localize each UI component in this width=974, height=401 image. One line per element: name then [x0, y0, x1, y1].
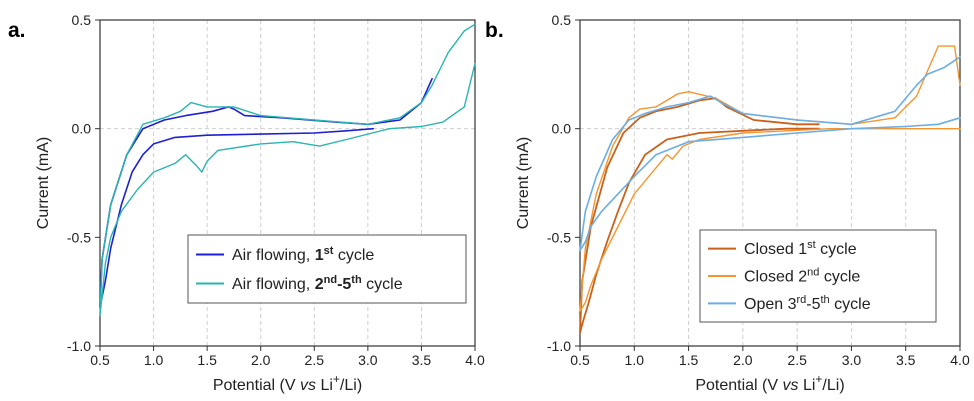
plot-frame [99, 19, 476, 347]
legend-text: cycle [816, 241, 857, 258]
x-axis-label-part: + [815, 372, 822, 386]
legend-text: rd [796, 294, 806, 306]
legend-text: cycle [830, 296, 871, 313]
y-axis-label: Current (mA) [515, 137, 532, 229]
chart-panel-1: 0.5 1.0 1.5 2.0 2.5 3.0 3.5 4.0 -1.0 -0.5 0.0 0.5 Po… [8, 12, 485, 394]
x-axis-label-part: Li [799, 377, 816, 394]
legend-entry: Air flowing, 2nd-5th cycle [232, 274, 403, 293]
legend-text: st [807, 239, 816, 251]
x-tick-label: 3.0 [842, 352, 862, 368]
x-tick-label: 2.0 [251, 352, 271, 368]
y-tick-label: -0.5 [547, 229, 571, 245]
legend-text: -5 [806, 296, 820, 313]
legend-text: th [821, 294, 830, 306]
x-tick-label: 3.5 [412, 352, 432, 368]
x-tick-label: 1.5 [197, 352, 217, 368]
legend-text: 2 [315, 276, 324, 293]
x-tick-label: 1.0 [144, 352, 164, 368]
panel-label: a. [8, 19, 26, 42]
x-tick-label: 3.0 [358, 352, 378, 368]
x-tick-label: 1.5 [679, 352, 699, 368]
x-axis-label-part: + [333, 372, 340, 386]
legend-text: Closed 1 [744, 241, 807, 258]
legend-box [699, 229, 937, 323]
x-axis-label-part: Li [316, 377, 333, 394]
x-axis-label-part: Potential (V [695, 377, 782, 394]
x-tick-label: 2.5 [787, 352, 807, 368]
x-tick-label: 0.5 [90, 352, 110, 368]
panel-label: b. [485, 19, 504, 42]
x-axis-label-part: /Li) [822, 377, 844, 394]
series-line-2 [99, 23, 476, 317]
y-tick-label: 0.0 [552, 121, 572, 137]
y-tick-label: 0.0 [72, 121, 92, 137]
y-tick-label: -1.0 [547, 338, 571, 354]
x-axis-label: Potential (V vs Li+/Li) [695, 372, 844, 394]
x-axis-label-part: vs [783, 377, 799, 394]
legend-entry: Open 3rd-5th cycle [744, 294, 871, 313]
legend-text: Air flowing, [232, 276, 315, 293]
legend-box [187, 234, 467, 304]
legend-text: th [351, 274, 362, 286]
plot-frame [579, 19, 961, 347]
legend-text: st [324, 245, 334, 257]
chart-panel-2: 0.5 1.0 1.5 2.0 2.5 3.0 3.5 4.0 -1.0 -0.5 0.0 0.5 Po… [485, 12, 970, 394]
y-tick-label: -0.5 [67, 229, 91, 245]
y-tick-label: -1.0 [67, 338, 91, 354]
y-axis-label: Current (mA) [35, 137, 52, 229]
legend-text: cycle [333, 247, 374, 264]
x-axis-label-part: vs [300, 377, 316, 394]
x-tick-label: 4.0 [465, 352, 485, 368]
x-axis-label: Potential (V vs Li+/Li) [213, 372, 362, 394]
x-tick-label: 4.0 [950, 352, 970, 368]
x-axis-label-part: Potential (V [213, 377, 300, 394]
y-tick-label: 0.5 [552, 12, 572, 28]
legend-text: 1 [315, 247, 324, 264]
series-line-3 [579, 56, 961, 252]
legend-text: Open 3 [744, 296, 797, 313]
legend-entry: Air flowing, 1st cycle [232, 245, 374, 264]
legend-text: Air flowing, [232, 247, 315, 264]
legend-entry: Closed 2nd cycle [744, 267, 860, 286]
legend-text: nd [324, 274, 337, 286]
x-tick-label: 3.5 [896, 352, 916, 368]
x-tick-label: 2.5 [305, 352, 325, 368]
legend-text: nd [807, 267, 819, 279]
legend-text: Closed 2 [744, 269, 807, 286]
legend-text: cycle [362, 276, 403, 293]
x-tick-label: 0.5 [570, 352, 590, 368]
x-axis-label-part: /Li) [340, 377, 362, 394]
legend-text: cycle [819, 269, 860, 286]
legend-text: -5 [337, 276, 351, 293]
legend-entry: Closed 1st cycle [744, 239, 857, 258]
y-tick-label: 0.5 [72, 12, 92, 28]
x-tick-label: 2.0 [733, 352, 753, 368]
x-tick-label: 1.0 [625, 352, 645, 368]
